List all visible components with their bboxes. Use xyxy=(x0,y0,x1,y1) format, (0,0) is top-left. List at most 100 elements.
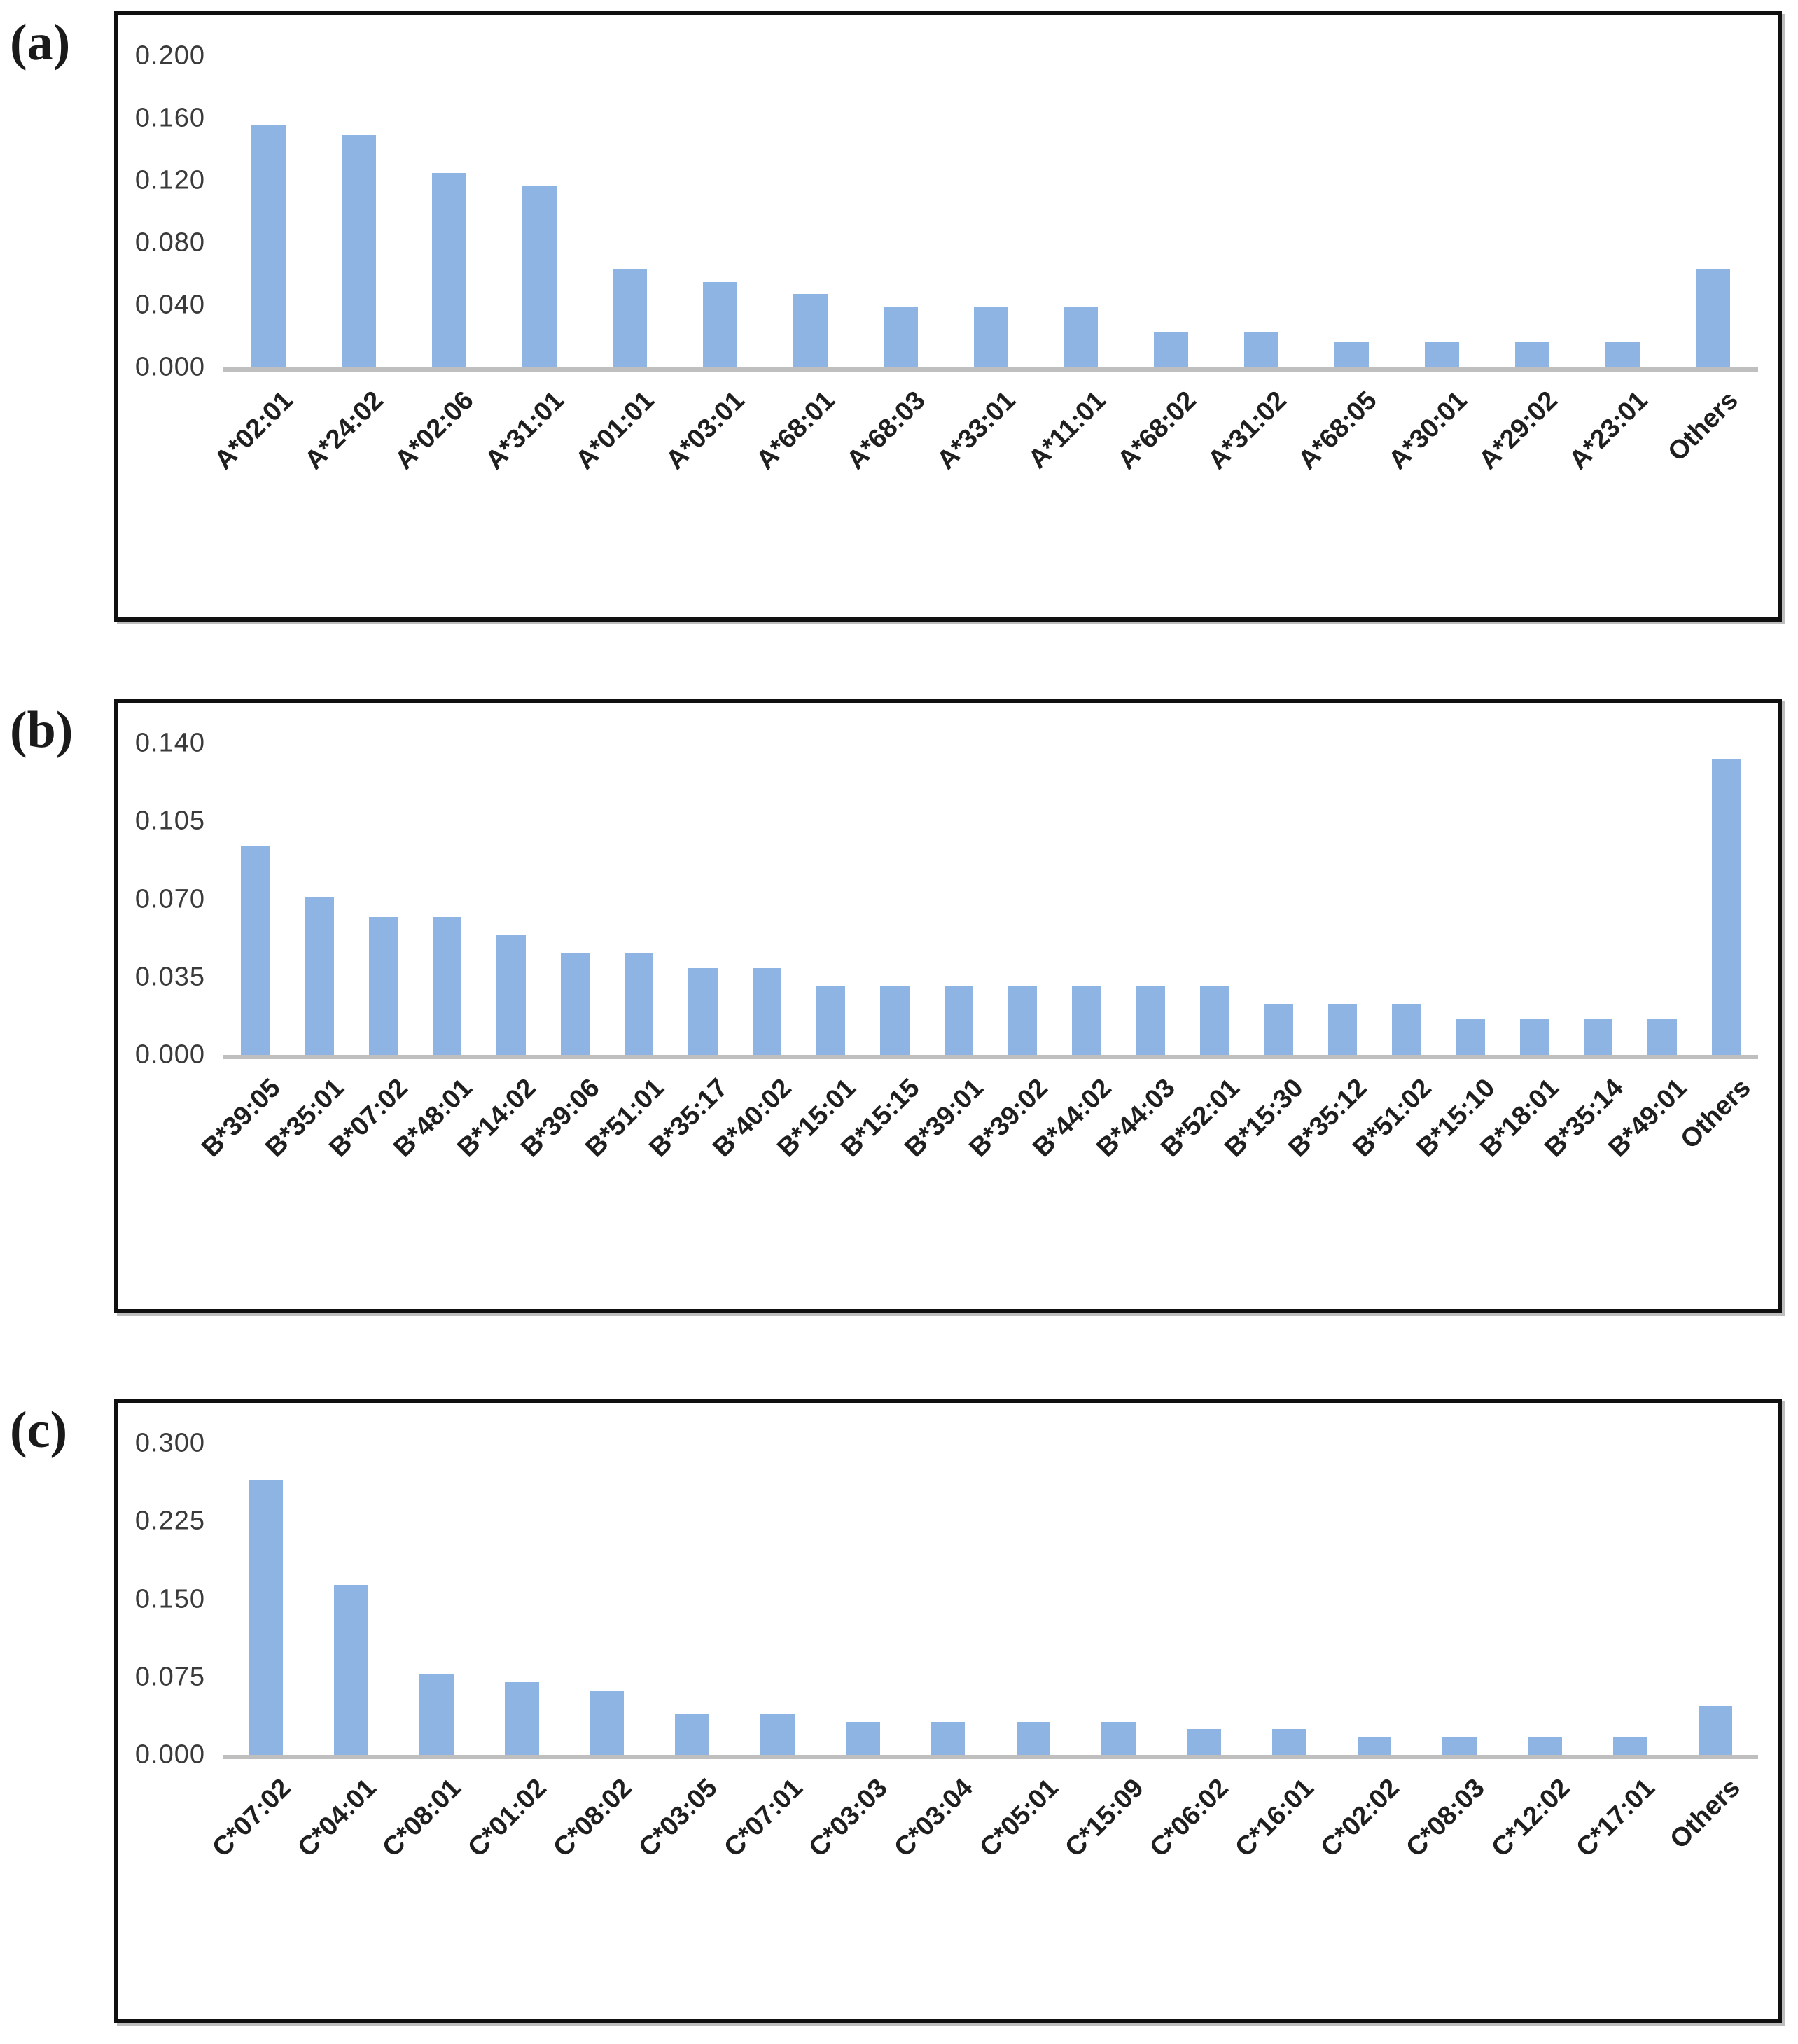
bar xyxy=(504,1682,539,1755)
y-tick-label: 0.080 xyxy=(134,227,205,258)
bar xyxy=(702,281,737,368)
x-axis-label: A*33:01 xyxy=(931,386,1022,476)
bar xyxy=(1244,331,1279,368)
y-tick-label: 0.140 xyxy=(134,728,205,758)
x-axis-label: C*01:02 xyxy=(462,1773,552,1863)
x-axis-label: Others xyxy=(1661,386,1744,468)
x-axis-label: C*03:04 xyxy=(888,1773,979,1863)
bar xyxy=(1456,1019,1485,1055)
x-axis-label: C*05:01 xyxy=(974,1773,1064,1863)
x-axis-label: C*03:03 xyxy=(803,1773,894,1863)
y-tick-label: 0.300 xyxy=(134,1428,205,1458)
y-tick-label: 0.040 xyxy=(134,290,205,320)
bar xyxy=(1008,986,1038,1055)
bar xyxy=(305,897,334,1055)
bar xyxy=(1064,307,1099,368)
x-axis-label: Others xyxy=(1675,1073,1757,1155)
bar xyxy=(1334,342,1370,368)
bar xyxy=(816,986,846,1055)
y-tick-label: 0.035 xyxy=(134,962,205,992)
x-axis-label: Others xyxy=(1664,1773,1746,1855)
bar xyxy=(625,952,654,1055)
panel-a-frame: 0.200 0.160 0.120 0.080 0.040 0.000 A*02:01 A*2… xyxy=(114,11,1782,622)
bar xyxy=(1519,1019,1549,1055)
chart-b: 0.140 0.105 0.070 0.035 0.000 B*39:05 B*35:01 B… xyxy=(118,703,1778,1309)
x-axis-label: A*68:02 xyxy=(1112,386,1202,476)
bar xyxy=(973,307,1008,368)
bar xyxy=(241,846,270,1055)
x-axis-label: A*30:01 xyxy=(1383,386,1473,476)
panel-a: (a) 0.200 0.160 0.120 0.080 0.040 0.000 A*02:0… xyxy=(0,11,1798,622)
x-axis-label: A*24:02 xyxy=(299,386,390,476)
x-axis-label: A*68:01 xyxy=(751,386,841,476)
x-axis-label: C*02:02 xyxy=(1315,1773,1405,1863)
x-axis-line xyxy=(223,1055,1758,1059)
x-axis-label: C*07:01 xyxy=(718,1773,809,1863)
bar xyxy=(1392,1003,1421,1055)
bar xyxy=(1271,1728,1306,1755)
bar xyxy=(1584,1019,1613,1055)
y-tick-label: 0.105 xyxy=(134,806,205,836)
bar xyxy=(752,968,781,1055)
x-axis-label: A*68:05 xyxy=(1292,386,1383,476)
bar xyxy=(1200,986,1229,1055)
bar xyxy=(1711,759,1741,1055)
x-axis-label: A*31:01 xyxy=(480,386,570,476)
y-tick-label: 0.120 xyxy=(134,165,205,195)
bar xyxy=(590,1690,625,1755)
bar xyxy=(1647,1019,1677,1055)
x-axis-label: C*12:02 xyxy=(1485,1773,1576,1863)
chart-c: 0.300 0.225 0.150 0.075 0.000 C*07:02 C*04:01 C… xyxy=(118,1403,1778,2019)
x-axis-label: A*23:01 xyxy=(1563,386,1654,476)
x-axis-label: C*08:02 xyxy=(548,1773,638,1863)
y-tick-label: 0.225 xyxy=(134,1506,205,1536)
x-axis-label: A*03:01 xyxy=(660,386,751,476)
y-tick-label: 0.075 xyxy=(134,1662,205,1692)
bar xyxy=(931,1721,966,1755)
x-axis-label: C*15:09 xyxy=(1059,1773,1150,1863)
x-axis-label: C*08:01 xyxy=(377,1773,468,1863)
y-tick-label: 0.200 xyxy=(134,41,205,71)
bar xyxy=(688,968,718,1055)
x-axis-label: C*03:05 xyxy=(633,1773,723,1863)
bar xyxy=(1605,342,1640,368)
bar xyxy=(368,916,398,1055)
bar xyxy=(1528,1737,1562,1755)
x-axis-label: A*01:01 xyxy=(570,386,660,476)
x-axis-label: A*02:06 xyxy=(389,386,480,476)
bar xyxy=(612,269,647,368)
x-axis-label: C*17:01 xyxy=(1570,1773,1661,1863)
bar xyxy=(522,185,557,368)
panel-c: (c) 0.300 0.225 0.150 0.075 0.000 C*07:02 C*04… xyxy=(0,1399,1798,2023)
panel-b-label: (b) xyxy=(10,701,74,759)
y-tick-label: 0.070 xyxy=(134,884,205,913)
x-axis-label: A*11:01 xyxy=(1022,386,1112,475)
bar xyxy=(845,1721,880,1755)
bar xyxy=(1612,1737,1647,1755)
bar xyxy=(419,1674,454,1755)
bar xyxy=(1072,986,1101,1055)
y-tick-label: 0.000 xyxy=(134,1740,205,1770)
panel-b-frame: 0.140 0.105 0.070 0.035 0.000 B*39:05 B*35:01 B… xyxy=(114,699,1782,1313)
bar xyxy=(793,294,828,368)
bar xyxy=(249,1479,284,1755)
panel-a-label: (a) xyxy=(10,14,71,71)
bar xyxy=(883,307,918,368)
bar xyxy=(1425,342,1460,368)
bar xyxy=(1016,1721,1051,1755)
x-axis-label: C*07:02 xyxy=(207,1773,297,1863)
bar xyxy=(760,1713,795,1755)
bar xyxy=(1698,1706,1733,1755)
bar xyxy=(1327,1003,1357,1055)
panel-c-label: (c) xyxy=(10,1401,68,1459)
chart-a: 0.200 0.160 0.120 0.080 0.040 0.000 A*02:01 A*2… xyxy=(118,15,1778,617)
y-tick-label: 0.000 xyxy=(134,352,205,382)
bar xyxy=(944,986,973,1055)
x-axis-label: C*08:03 xyxy=(1400,1773,1491,1863)
panel-c-frame: 0.300 0.225 0.150 0.075 0.000 C*07:02 C*04:01 C… xyxy=(114,1399,1782,2023)
panel-b: (b) 0.140 0.105 0.070 0.035 0.000 B*39:05 B*35… xyxy=(0,699,1798,1313)
x-axis-label: C*04:01 xyxy=(292,1773,382,1863)
bar xyxy=(880,986,910,1055)
bar xyxy=(433,916,462,1055)
